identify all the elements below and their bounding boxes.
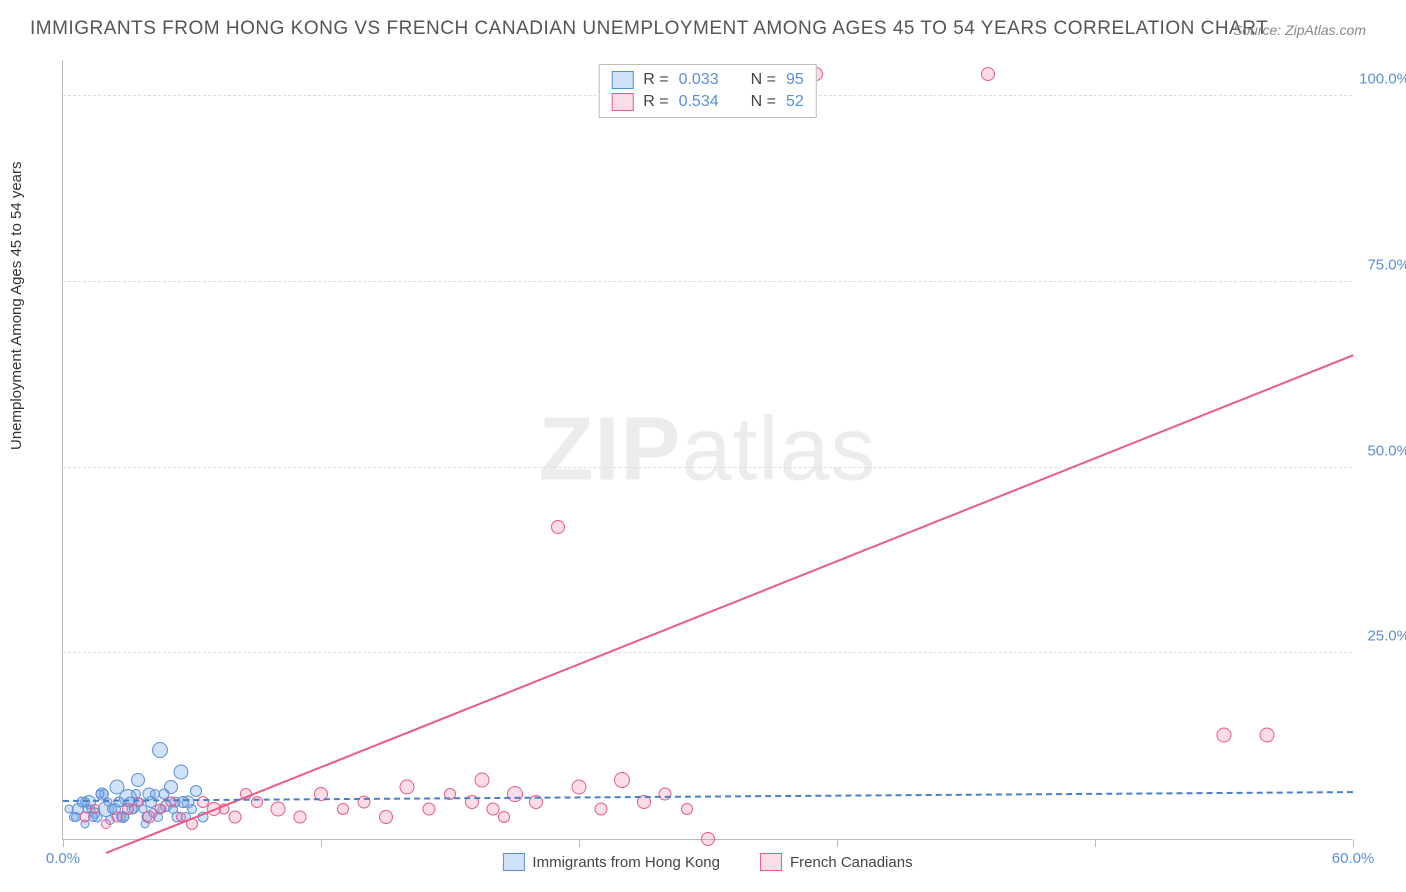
y-tick-label: 50.0% xyxy=(1367,442,1406,459)
y-tick-label: 100.0% xyxy=(1359,71,1406,88)
legend-row-blue: R = 0.033 N = 95 xyxy=(611,69,804,91)
square-icon xyxy=(760,853,782,871)
source-label: Source: ZipAtlas.com xyxy=(1233,22,1366,38)
n-label: N = xyxy=(751,93,776,111)
r-label: R = xyxy=(643,71,668,89)
square-icon xyxy=(611,71,633,89)
data-point-pink xyxy=(498,811,510,823)
data-point-pink xyxy=(165,796,176,807)
data-point-pink xyxy=(111,811,122,822)
x-tick xyxy=(63,839,64,847)
r-label: R = xyxy=(643,93,668,111)
data-point-pink xyxy=(143,810,156,823)
legend-label-blue: Immigrants from Hong Kong xyxy=(532,854,720,871)
data-point-pink xyxy=(90,804,100,814)
data-point-blue xyxy=(174,765,189,780)
data-point-pink xyxy=(572,780,587,795)
n-label: N = xyxy=(751,71,776,89)
x-tick xyxy=(579,839,580,847)
square-icon xyxy=(611,93,633,111)
legend-correlation: R = 0.033 N = 95 R = 0.534 N = 52 xyxy=(598,64,817,118)
data-point-pink xyxy=(122,803,134,815)
data-point-pink xyxy=(659,788,672,801)
legend-item-pink: French Canadians xyxy=(760,853,913,871)
data-point-blue xyxy=(131,773,145,787)
y-tick-label: 75.0% xyxy=(1367,256,1406,273)
data-point-pink xyxy=(337,803,349,815)
data-point-pink xyxy=(154,804,165,815)
n-value-blue: 95 xyxy=(786,71,804,89)
data-point-blue xyxy=(150,789,160,799)
y-axis-label: Unemployment Among Ages 45 to 54 years xyxy=(8,161,25,450)
plot-area: ZIPatlas 25.0%50.0%75.0%100.0% 0.0%60.0%… xyxy=(62,60,1352,840)
gridline xyxy=(63,467,1352,468)
data-point-pink xyxy=(594,803,607,816)
data-point-pink xyxy=(422,803,435,816)
data-point-pink xyxy=(293,810,306,823)
square-icon xyxy=(502,853,524,871)
data-point-pink xyxy=(475,772,490,787)
r-value-blue: 0.033 xyxy=(679,71,719,89)
data-point-pink xyxy=(229,810,242,823)
data-point-blue xyxy=(190,785,202,797)
data-point-pink xyxy=(1217,728,1232,743)
chart-title: IMMIGRANTS FROM HONG KONG VS FRENCH CANA… xyxy=(30,18,1268,40)
data-point-pink xyxy=(681,803,693,815)
data-point-pink xyxy=(101,819,111,829)
trend-line-pink xyxy=(106,354,1354,854)
data-point-pink xyxy=(701,832,715,846)
data-point-blue xyxy=(152,742,168,758)
data-point-pink xyxy=(197,796,209,808)
data-point-pink xyxy=(1260,728,1275,743)
gridline xyxy=(63,652,1352,653)
data-point-pink xyxy=(507,786,523,802)
data-point-pink xyxy=(79,811,90,822)
data-point-pink xyxy=(400,780,415,795)
x-tick-label: 60.0% xyxy=(1332,850,1375,867)
data-point-pink xyxy=(981,67,995,81)
x-tick xyxy=(1353,839,1354,847)
gridline xyxy=(63,281,1352,282)
data-point-pink xyxy=(551,520,565,534)
watermark: ZIPatlas xyxy=(538,398,876,501)
x-tick-label: 0.0% xyxy=(46,850,80,867)
r-value-pink: 0.534 xyxy=(679,93,719,111)
x-tick xyxy=(1095,839,1096,847)
legend-item-blue: Immigrants from Hong Kong xyxy=(502,853,720,871)
legend-label-pink: French Canadians xyxy=(790,854,913,871)
x-tick xyxy=(321,839,322,847)
x-tick xyxy=(837,839,838,847)
data-point-pink xyxy=(271,802,286,817)
data-point-pink xyxy=(614,772,630,788)
n-value-pink: 52 xyxy=(786,93,804,111)
data-point-blue xyxy=(95,790,104,799)
y-tick-label: 25.0% xyxy=(1367,628,1406,645)
data-point-pink xyxy=(133,797,143,807)
legend-row-pink: R = 0.534 N = 52 xyxy=(611,91,804,113)
legend-series: Immigrants from Hong Kong French Canadia… xyxy=(502,853,912,871)
data-point-pink xyxy=(379,810,393,824)
